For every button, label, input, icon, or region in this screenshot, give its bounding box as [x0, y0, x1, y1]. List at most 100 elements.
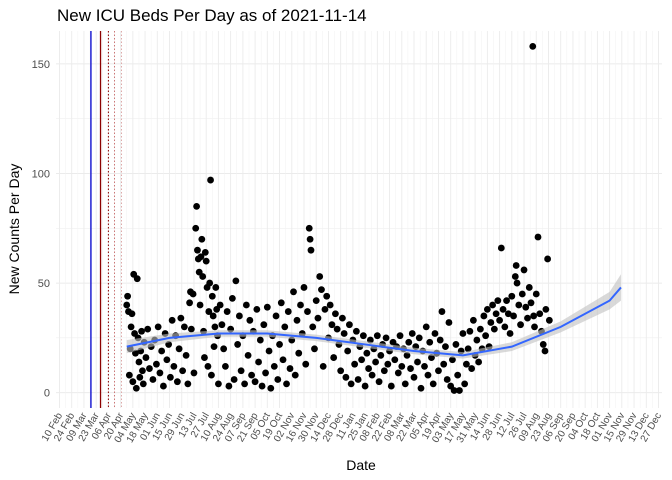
data-point	[368, 371, 376, 379]
data-point	[216, 301, 224, 309]
data-point	[415, 334, 423, 342]
data-point	[123, 301, 131, 309]
data-point	[316, 273, 324, 280]
data-point	[244, 351, 252, 359]
data-point	[279, 356, 287, 364]
data-point	[177, 314, 185, 322]
data-point	[501, 323, 509, 331]
data-point	[256, 336, 264, 344]
data-point	[234, 341, 242, 348]
y-tick-label: 150	[32, 59, 50, 71]
data-point	[277, 299, 285, 307]
data-point	[166, 373, 174, 381]
data-point	[260, 321, 268, 329]
smooth-trend	[126, 274, 622, 359]
y-axis-ticks: 0 50 100 150	[32, 59, 50, 400]
data-point	[182, 351, 190, 359]
data-point	[464, 345, 472, 353]
data-point	[267, 384, 275, 392]
data-point	[518, 290, 526, 298]
data-point	[186, 299, 193, 307]
x-axis-title: Date	[346, 457, 376, 473]
data-point	[449, 356, 456, 364]
data-point	[421, 362, 428, 370]
data-point	[394, 369, 402, 377]
data-point	[246, 316, 254, 324]
data-point	[398, 362, 406, 370]
data-point	[452, 341, 460, 348]
data-point	[215, 380, 222, 388]
data-point	[193, 202, 200, 210]
data-point	[438, 308, 446, 315]
data-point	[129, 378, 137, 386]
data-point	[170, 362, 178, 370]
y-axis-title: New Counts Per Day	[6, 164, 22, 295]
data-point	[307, 246, 315, 254]
data-point	[536, 310, 544, 318]
data-point	[440, 360, 448, 368]
data-point	[290, 288, 297, 296]
data-point	[337, 367, 345, 375]
data-point	[544, 255, 552, 263]
data-point	[332, 310, 339, 318]
data-point	[506, 330, 514, 337]
data-point	[525, 284, 533, 291]
data-point	[520, 266, 528, 274]
data-point	[318, 286, 325, 294]
data-point	[524, 314, 531, 322]
data-point	[480, 312, 488, 320]
data-point	[184, 380, 192, 388]
data-point	[194, 246, 201, 254]
data-point	[132, 349, 139, 357]
data-point	[461, 380, 469, 388]
data-point	[408, 330, 416, 337]
data-point	[429, 380, 437, 388]
data-point	[510, 312, 517, 320]
data-point	[158, 347, 166, 355]
data-point	[199, 273, 207, 280]
data-point	[253, 305, 261, 313]
data-point	[228, 295, 236, 302]
event-lines	[90, 31, 122, 408]
data-point	[237, 367, 245, 375]
data-point	[534, 233, 542, 241]
data-point	[205, 308, 213, 315]
data-point	[128, 310, 136, 318]
data-point	[539, 341, 547, 348]
data-point	[496, 316, 503, 324]
data-point	[139, 380, 147, 388]
data-point	[291, 371, 299, 379]
data-point	[168, 316, 176, 324]
data-point	[422, 323, 430, 331]
data-point	[201, 248, 209, 256]
data-point	[454, 371, 462, 379]
data-point	[125, 371, 133, 379]
data-point	[405, 338, 413, 346]
data-point	[133, 275, 141, 283]
data-point	[326, 301, 334, 309]
data-point	[340, 330, 348, 337]
data-point	[189, 290, 197, 298]
data-point	[377, 351, 385, 359]
data-point	[198, 235, 206, 243]
data-point	[504, 310, 512, 318]
data-point	[473, 336, 481, 344]
data-point	[372, 358, 379, 366]
data-point	[459, 330, 467, 337]
data-point	[487, 319, 495, 326]
data-point	[197, 253, 205, 261]
data-point	[468, 365, 476, 372]
data-point	[361, 382, 369, 390]
data-point	[542, 305, 550, 313]
data-point	[545, 316, 553, 324]
data-point	[232, 277, 240, 285]
data-point	[503, 297, 510, 304]
data-point	[204, 362, 212, 370]
data-point	[529, 42, 537, 50]
data-point	[146, 365, 153, 372]
data-point	[515, 301, 523, 309]
data-point	[354, 376, 362, 383]
data-point	[300, 284, 308, 291]
data-point	[436, 336, 444, 344]
data-point	[319, 362, 327, 370]
